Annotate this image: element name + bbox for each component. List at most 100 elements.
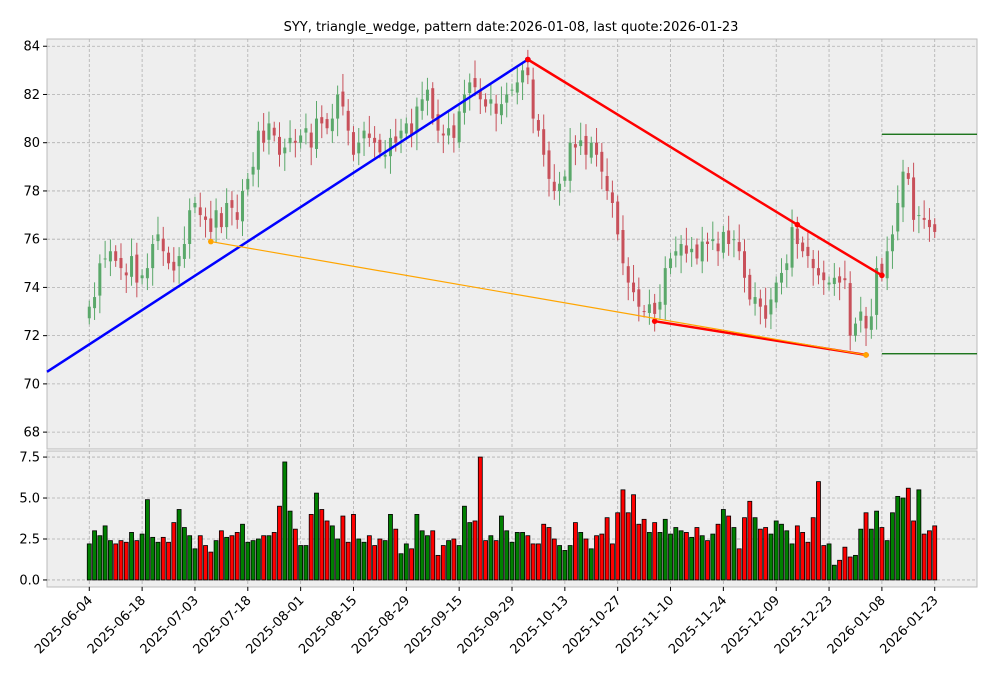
candle-body [605,175,609,191]
volume-bar [403,543,409,581]
candle-body [425,89,429,101]
price-tick-label: 74 [23,281,40,296]
volume-bar [530,543,536,581]
candle-body [853,323,857,336]
candle-body [616,201,620,235]
price-tick-label: 80 [23,136,40,151]
volume-bar [435,554,441,581]
candle-body [912,177,916,220]
volume-bar [874,510,880,581]
candle-body [869,316,873,330]
volume-bar [123,541,129,581]
volume-bar [927,530,932,581]
candle-body [848,283,852,336]
candle-body [579,140,583,147]
volume-bar [477,456,483,581]
volume-bar [662,518,668,581]
volume-bar [546,527,552,581]
volume-bar [858,528,864,581]
candle-body [293,140,297,143]
volume-bar [789,543,795,581]
volume-bar [166,541,171,581]
volume-bar [335,538,341,581]
candle-body [822,272,826,281]
candle-body [843,278,847,281]
candle-body [394,136,398,143]
volume-bar [203,545,208,581]
candle-body [193,203,197,208]
volume-bar [768,533,774,581]
candle-body [505,94,509,103]
candle-body [737,242,741,252]
pattern-point [863,352,869,358]
candle-body [399,130,403,139]
candle-body [727,230,731,244]
candle-body [552,181,556,191]
candle-body [478,90,482,100]
candle-body [774,282,778,303]
candle-body [769,299,773,315]
candle-body [706,241,710,244]
candle-body [140,275,144,279]
volume-bar [636,523,642,581]
pattern-line-support [210,240,867,356]
candle-body [499,104,503,116]
candle-body [410,123,414,136]
volume-bar [160,536,166,581]
volume-tick-label: 5.0 [19,492,40,507]
volume-bar [144,499,150,581]
volume-bar [932,525,938,581]
volume-bar [853,554,858,581]
candle-body [721,231,725,253]
volume-bar [657,532,663,581]
volume-bar [615,512,621,581]
candle-body [933,224,937,232]
candle-body [832,277,836,285]
volume-bar [905,487,911,581]
candle-body [653,302,657,314]
candle-body [383,154,387,157]
candle-body [373,137,377,143]
volume-bar [150,536,156,581]
volume-bar [250,540,256,581]
volume-bar [710,533,716,581]
candle-body [241,190,245,222]
volume-bar [271,532,277,581]
volume-bar [187,535,193,581]
volume-bar [884,540,890,581]
volume-bar [736,548,742,581]
candle-body [330,118,334,132]
volume-bar [382,540,388,581]
candle-body [901,171,905,208]
candle-body [320,117,324,124]
candle-body [484,99,488,107]
candle-body [172,261,176,271]
candle-body [278,136,281,155]
volume-bar [113,543,119,581]
candle-body [779,272,783,283]
volume-bar [472,520,478,581]
candle-body [632,282,636,293]
volume-bar [440,545,446,581]
candle-body [114,251,118,261]
volume-bar [129,532,134,581]
candle-body [864,315,868,329]
volume-bar [102,525,108,581]
candle-body [838,276,842,283]
candle-body [367,133,371,138]
candle-body [600,151,604,172]
volume-bar [319,509,325,581]
volume-bar [863,512,869,581]
candle-body [573,144,577,148]
volume-bar [414,514,420,581]
candle-body [827,282,831,285]
volume-bar [86,543,92,581]
candle-body [378,139,382,153]
candle-body [880,263,884,276]
candle-body [790,227,794,268]
volume-bar [409,548,415,581]
volume-bar [176,509,182,581]
candle-body [388,137,392,157]
